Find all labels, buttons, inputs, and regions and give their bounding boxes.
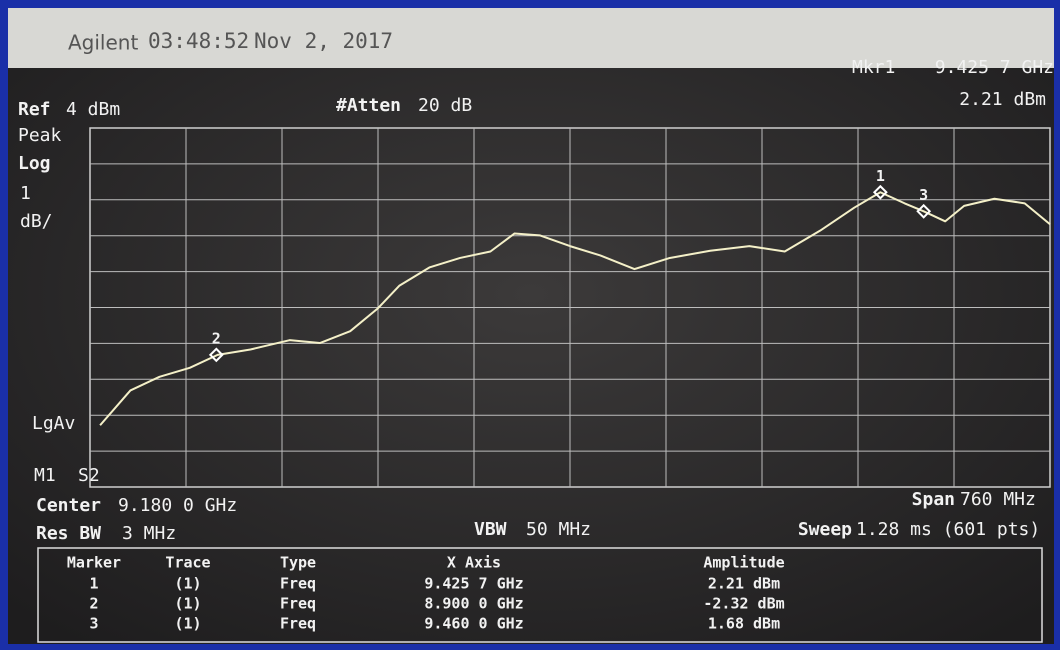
table-header: Amplitude [703, 554, 784, 572]
brand: Agilent [68, 31, 138, 55]
marker-amp: 2.21 dBm [959, 89, 1046, 110]
atten-value: 20 dB [418, 95, 472, 116]
table-cell: (1) [174, 595, 201, 613]
table-cell: Freq [280, 615, 316, 633]
screen: Agilent 03:48:52 Nov 2, 2017 Mkr1 9.425 … [0, 0, 1060, 650]
table-header: Trace [165, 554, 210, 572]
table-cell: (1) [174, 575, 201, 593]
table-cell: 9.460 0 GHz [424, 615, 523, 633]
table-cell: 8.900 0 GHz [424, 595, 523, 613]
average: LgAv [32, 413, 75, 434]
ref-label: Ref [18, 99, 51, 120]
atten-label: #Atten [336, 95, 401, 116]
marker-label: Mkr1 [852, 57, 895, 78]
table-cell: 1 [89, 575, 98, 593]
marker-label: 1 [876, 167, 885, 185]
scale-type: Log [18, 153, 51, 174]
center-value: 9.180 0 GHz [118, 495, 237, 516]
table-cell: 2.21 dBm [708, 575, 780, 593]
table-cell: 3 [89, 615, 98, 633]
scale-unit: dB/ [20, 211, 53, 232]
table-header: X Axis [447, 554, 501, 572]
table-cell: Freq [280, 575, 316, 593]
table-cell: (1) [174, 615, 201, 633]
detector: Peak [18, 125, 62, 146]
vbw-label: VBW [474, 519, 507, 540]
table-cell: -2.32 dBm [703, 595, 784, 613]
s2: S2 [78, 465, 100, 486]
m1: M1 [34, 465, 56, 486]
table-cell: Freq [280, 595, 316, 613]
table-header: Type [280, 554, 316, 572]
span-value: 760 MHz [960, 489, 1036, 510]
table-cell: 9.425 7 GHz [424, 575, 523, 593]
sweep-label: Sweep [798, 519, 852, 540]
date: Nov 2, 2017 [254, 29, 393, 53]
span-label: Span [912, 489, 955, 510]
marker-label: 3 [919, 186, 928, 204]
time: 03:48:52 [148, 29, 249, 53]
table-cell: 2 [89, 595, 98, 613]
center-label: Center [36, 495, 101, 516]
page: Agilent 03:48:52 Nov 2, 2017 Mkr1 9.425 … [0, 0, 1060, 650]
rbw-value: 3 MHz [122, 523, 176, 544]
ref-value: 4 dBm [66, 99, 120, 120]
table-cell: 1.68 dBm [708, 615, 780, 633]
marker-label: 2 [212, 329, 221, 347]
rbw-label: Res BW [36, 523, 101, 544]
table-header: Marker [67, 554, 121, 572]
vbw-value: 50 MHz [526, 519, 591, 540]
marker-freq: 9.425 7 GHz [935, 57, 1054, 78]
scale: 1 [20, 183, 31, 204]
sweep-value: 1.28 ms (601 pts) [856, 519, 1040, 540]
